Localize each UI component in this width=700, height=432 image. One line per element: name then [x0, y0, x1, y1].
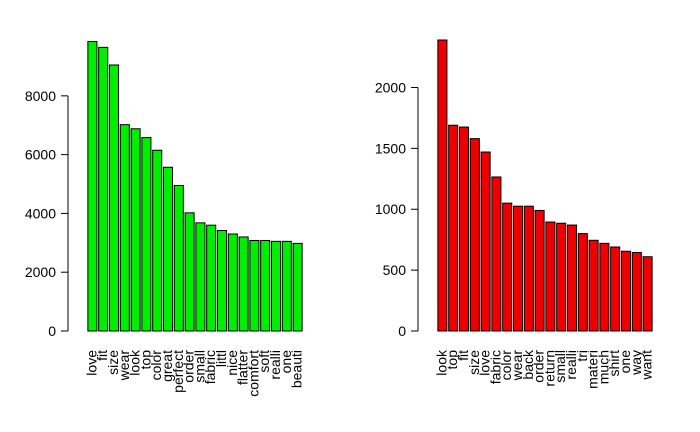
bar — [281, 240, 292, 332]
x-tick-label: look — [433, 349, 449, 376]
x-tick-label: look — [127, 349, 143, 376]
x-tick-label: fit — [94, 350, 110, 361]
bar — [448, 124, 459, 332]
bar — [119, 124, 130, 332]
x-tick-label: fabric — [487, 350, 503, 384]
x-tick-label: nice — [224, 350, 240, 376]
x-tick-label: one — [617, 350, 633, 374]
y-tick-label: 1500 — [375, 140, 406, 156]
bar — [631, 251, 642, 332]
right-bar-chart: 0 500 1000 1500 2000 looktopfitsizelovefabric… — [375, 39, 655, 389]
x-tick-label: size — [466, 350, 482, 375]
x-tick-label: order — [181, 350, 197, 383]
bar — [512, 205, 524, 332]
x-tick-label: much — [595, 350, 611, 384]
y-tick-label: 4000 — [25, 205, 56, 221]
bar — [292, 242, 303, 332]
x-tick-label: perfect — [170, 350, 186, 393]
x-tick-label: soft — [256, 350, 272, 373]
left-bar-chart: 02000400060008000lovefitsizewearlooktopc… — [25, 40, 305, 397]
x-tick-label: wear — [116, 350, 132, 382]
bar — [238, 236, 249, 332]
y-tick-label: 2000 — [375, 79, 406, 95]
bar — [534, 209, 545, 332]
x-tick-label: love — [477, 350, 493, 376]
x-tick-label: wear — [509, 350, 525, 382]
y-tick-label: 6000 — [25, 147, 56, 163]
x-tick-label: small — [191, 350, 207, 383]
x-tick-label: fit — [455, 350, 471, 361]
bar — [162, 166, 174, 332]
x-tick-label: littl — [213, 350, 229, 367]
bar — [227, 233, 238, 332]
x-tick-label: love — [83, 350, 99, 376]
bar — [480, 151, 491, 332]
bar — [588, 239, 599, 332]
x-tick-label: top — [444, 350, 460, 370]
x-tick-label: comfort — [245, 350, 261, 397]
y-tick-label: 0 — [398, 323, 406, 339]
bar — [502, 202, 513, 332]
bar — [173, 185, 184, 332]
x-tick-label: top — [137, 350, 153, 370]
bar — [491, 176, 502, 332]
bar — [577, 233, 588, 332]
bar — [87, 40, 98, 332]
bar — [216, 229, 228, 332]
bar — [184, 212, 195, 332]
x-tick-label: great — [159, 350, 175, 382]
y-tick-label: 0 — [48, 323, 56, 339]
bar — [642, 256, 653, 332]
x-tick-label: beauti — [289, 350, 305, 388]
bar — [152, 149, 163, 332]
x-tick-label: size — [105, 350, 121, 375]
x-tick-label: small — [552, 350, 568, 383]
bar — [108, 64, 120, 332]
x-tick-label: flatter — [235, 350, 251, 385]
x-tick-label: return — [541, 350, 557, 387]
bar — [556, 222, 567, 332]
bar — [270, 240, 282, 332]
x-tick-label: realli — [267, 350, 283, 380]
bar — [545, 221, 556, 332]
x-tick-label: realli — [563, 350, 579, 380]
bar — [260, 239, 271, 332]
y-tick-label: 2000 — [25, 264, 56, 280]
bar — [610, 246, 621, 332]
y-tick-label: 1000 — [375, 201, 406, 217]
bar — [620, 250, 632, 332]
bar — [458, 126, 470, 332]
bar — [98, 46, 109, 332]
bar — [195, 222, 206, 332]
bar — [141, 137, 152, 332]
bar — [206, 224, 217, 332]
x-tick-label: back — [520, 349, 536, 380]
bar — [130, 128, 141, 332]
bar — [249, 239, 260, 332]
bar — [566, 224, 578, 332]
bar — [437, 39, 448, 332]
x-tick-label: tri — [574, 350, 590, 362]
x-tick-label: way — [628, 350, 644, 376]
x-tick-label: materi — [585, 350, 601, 389]
x-tick-label: fabric — [202, 350, 218, 384]
bar — [599, 242, 610, 332]
x-tick-label: color — [498, 350, 514, 381]
x-tick-label: one — [278, 350, 294, 374]
x-tick-label: color — [148, 350, 164, 381]
x-tick-label: order — [531, 350, 547, 383]
bar — [469, 138, 480, 332]
y-tick-label: 8000 — [25, 88, 56, 104]
bar — [523, 205, 534, 332]
x-tick-label: want — [639, 350, 655, 381]
y-tick-label: 500 — [383, 262, 407, 278]
x-tick-label: shirt — [606, 350, 622, 377]
